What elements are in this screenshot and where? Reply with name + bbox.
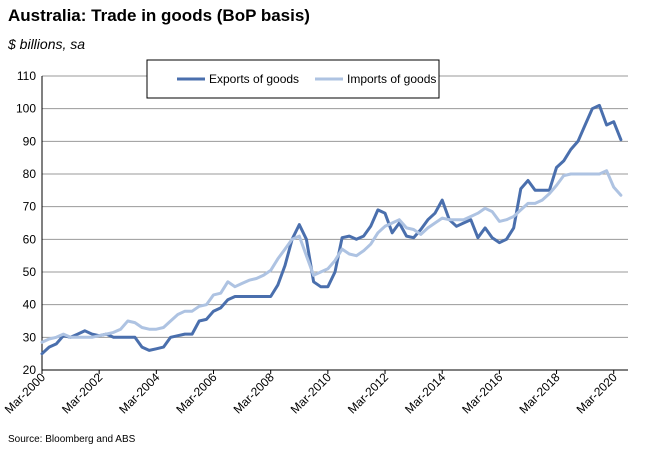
legend-label: Exports of goods: [209, 72, 299, 86]
y-tick-label: 30: [23, 330, 37, 344]
source-note: Source: Bloomberg and ABS: [8, 434, 136, 445]
y-axis: 20 30 40 50 60 70 80 90 100 110: [16, 69, 36, 377]
x-tick-label: Mar-2006: [173, 370, 219, 416]
legend: Exports of goods Imports of goods: [146, 59, 440, 99]
y-tick-label: 90: [23, 134, 37, 148]
x-tick-label: Mar-2018: [516, 370, 562, 416]
x-tick-label: Mar-2010: [288, 370, 334, 416]
x-tick-label: Mar-2002: [59, 370, 105, 416]
y-tick-label: 80: [23, 167, 37, 181]
y-tick-label: 110: [17, 69, 36, 83]
series-line-exports: [40, 103, 623, 356]
x-tick-label: Mar-2004: [116, 370, 162, 416]
chart-title: Australia: Trade in goods (BoP basis): [8, 6, 310, 25]
y-tick-label: 50: [23, 265, 37, 279]
x-tick-label: Mar-2014: [402, 370, 448, 416]
series-line-imports: [40, 169, 623, 344]
x-tick-label: Mar-2008: [231, 370, 277, 416]
x-tick-label: Mar-2012: [345, 370, 391, 416]
y-tick-label: 70: [23, 200, 37, 214]
legend-label: Imports of goods: [347, 72, 436, 86]
y-tick-label: 100: [16, 102, 36, 116]
x-tick-label: Mar-2020: [574, 370, 620, 416]
y-tick-label: 60: [23, 232, 37, 246]
gridlines: [41, 75, 628, 371]
y-tick-label: 40: [23, 298, 37, 312]
x-axis: Mar-2000 Mar-2002 Mar-2004 Mar-2006 Mar-2008…: [2, 370, 620, 416]
x-tick-label: Mar-2016: [459, 370, 505, 416]
series-lines: [40, 103, 623, 356]
y-tick-label: 20: [23, 363, 37, 377]
chart-subtitle: $ billions, sa: [8, 36, 86, 52]
